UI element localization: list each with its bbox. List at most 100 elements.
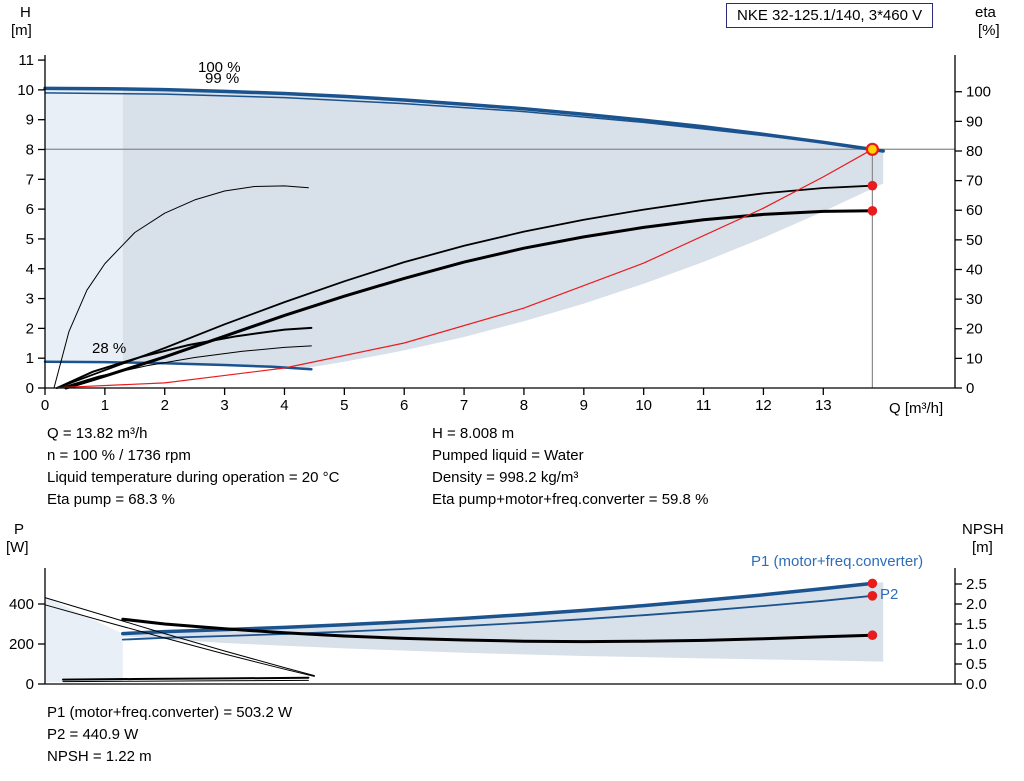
p2-curve: [121, 594, 874, 641]
y-left-tick-label: 2: [26, 320, 34, 337]
y-left-tick-label: 10: [17, 82, 34, 99]
allowed-range-light: [45, 597, 123, 682]
p-axis-unit: [W]: [6, 539, 29, 556]
y-right-tick-label: 1.5: [966, 616, 987, 633]
p-ref-b: [44, 604, 315, 677]
result-line-p2: P2 = 440.9 W: [47, 726, 139, 743]
x-tick-label: 8: [520, 397, 528, 414]
pump-title-box: NKE 32-125.1/140, 3*460 V: [726, 3, 934, 28]
info-line-eta: Eta pump = 68.3 %: [47, 491, 175, 508]
p2-curve-label: P2: [880, 586, 899, 603]
y-left-tick-label: 200: [9, 636, 34, 653]
npsh-axis-unit: [m]: [972, 539, 993, 556]
y-right-tick-label: 20: [966, 321, 983, 338]
duty-info-left: Q = 13.82 m³/h n = 100 % / 1736 rpm Liqu…: [47, 423, 339, 511]
duty-point: [865, 142, 880, 156]
result-line-npsh: NPSH = 1.22 m: [47, 748, 152, 765]
y-right-tick-label: 60: [966, 202, 983, 219]
x-tick-label: 10: [635, 397, 652, 414]
y-right-tick-label: 0: [966, 380, 974, 397]
p-axis-label: P: [14, 521, 25, 538]
y-right-tick-label: 2.5: [966, 576, 987, 593]
npsh-curve: [121, 617, 874, 644]
info-line-q: Q = 13.82 m³/h: [47, 425, 148, 442]
system-curve: [56, 148, 874, 389]
p-ref-a: [44, 597, 315, 677]
y-left-tick-label: 9: [26, 112, 34, 129]
y-right-tick-label: 1.0: [966, 636, 987, 653]
eta-total-end: [867, 206, 878, 216]
y-right-tick-label: 100: [966, 84, 991, 101]
eta-pump: [56, 184, 874, 389]
pump-curve-99pct: [44, 92, 874, 151]
info-line-temp: Liquid temperature during operation = 20…: [47, 469, 340, 486]
p2-end: [867, 591, 878, 601]
x-tick-label: 6: [400, 397, 408, 414]
y-left-tick-label: 4: [26, 261, 34, 278]
results-block: P1 (motor+freq.converter) = 503.2 W P2 =…: [47, 702, 292, 768]
y-right-tick-label: 90: [966, 113, 983, 130]
info-line-liquid: Pumped liquid = Water: [432, 447, 584, 464]
p1-end: [867, 578, 878, 589]
y-right-tick-label: 70: [966, 173, 983, 190]
y-left-tick-label: 1: [26, 350, 34, 367]
q-axis-label: Q [m³/h]: [889, 400, 944, 417]
eta-axis-label: eta: [975, 4, 996, 21]
y-right-tick-label: 0.5: [966, 656, 987, 673]
info-line-density: Density = 998.2 kg/m³: [432, 469, 579, 486]
h-axis-unit: [m]: [11, 22, 32, 39]
p-28pct-b: [62, 679, 309, 683]
y-left-tick-label: 3: [26, 291, 34, 308]
npsh-axis-label: NPSH: [962, 521, 1004, 538]
y-left-tick-label: 11: [18, 52, 34, 69]
y-right-tick-label: 10: [966, 350, 983, 367]
y-left-tick-label: 0: [26, 676, 34, 693]
y-left-tick-label: 8: [26, 142, 34, 159]
eta-pump-end: [867, 180, 878, 191]
info-line-h: H = 8.008 m: [432, 425, 515, 442]
x-tick-label: 2: [161, 397, 169, 414]
y-right-tick-label: 50: [966, 232, 983, 249]
y-right-tick-label: 40: [966, 261, 983, 278]
x-tick-label: 3: [220, 397, 228, 414]
x-tick-label: 11: [696, 397, 712, 414]
x-tick-label: 9: [580, 397, 588, 414]
eta-axis-unit: [%]: [978, 22, 1000, 39]
allowed-range-light: [45, 88, 123, 363]
y-right-tick-label: 80: [966, 143, 983, 160]
eta-28pct-a: [56, 326, 313, 389]
p1-curve-label: P1 (motor+freq.converter): [751, 553, 924, 570]
pump-curve-28pct: [43, 360, 313, 371]
y-left-tick-label: 0: [26, 380, 34, 397]
x-tick-label: 12: [755, 397, 772, 414]
eta-pump-motor-freq: [64, 209, 874, 390]
info-line-n: n = 100 % / 1736 rpm: [47, 447, 191, 464]
y-right-tick-label: 0.0: [966, 676, 987, 693]
info-line-eta-tot: Eta pump+motor+freq.converter = 59.8 %: [432, 491, 709, 508]
x-tick-label: 0: [41, 397, 49, 414]
x-tick-label: 4: [280, 397, 288, 414]
speed-label-28: 28 %: [92, 340, 127, 357]
x-tick-label: 5: [340, 397, 348, 414]
duty-info-right: H = 8.008 m Pumped liquid = Water Densit…: [432, 423, 708, 511]
result-line-p1: P1 (motor+freq.converter) = 503.2 W: [47, 704, 293, 721]
eta-28pct-b: [59, 345, 312, 389]
y-right-tick-label: 30: [966, 291, 983, 308]
y-left-tick-label: 5: [26, 231, 34, 248]
h-axis-label: H: [20, 4, 31, 21]
x-tick-label: 7: [460, 397, 468, 414]
speed-envelope: [122, 89, 884, 369]
x-tick-label: 1: [101, 397, 109, 414]
x-tick-label: 13: [815, 397, 832, 414]
npsh-end: [867, 630, 878, 640]
pump-curve-100pct: [43, 86, 885, 153]
speed-label-100: 100 %: [198, 59, 241, 76]
y-left-tick-label: 400: [9, 596, 34, 613]
power-npsh-chart: 0 200 400 0.0 0.5 1.0 1.5 2.0 2.5: [9, 568, 987, 693]
y-left-tick-label: 6: [26, 201, 34, 218]
p-28pct-a: [62, 676, 310, 681]
speed-label-99: 99 %: [205, 70, 240, 87]
